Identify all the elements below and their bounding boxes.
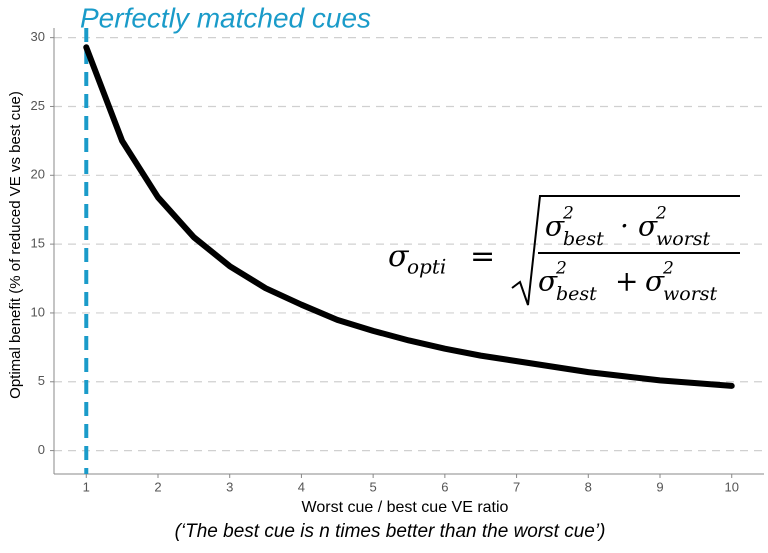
formula-sigma: σ [645, 265, 665, 298]
x-tick-label: 1 [83, 479, 90, 494]
chart-title: Perfectly matched cues [80, 2, 371, 33]
formula-sigma: σ [538, 265, 558, 298]
formula-sup: 2 [655, 204, 667, 224]
x-tick-label: 5 [370, 479, 377, 494]
x-tick-label: 10 [724, 479, 738, 494]
formula-sub: best [563, 228, 604, 250]
formula-sup: 2 [662, 259, 674, 279]
formula-sigma: σ [545, 210, 565, 243]
formula-sub: worst [656, 228, 711, 250]
y-tick-label: 15 [31, 236, 45, 251]
y-tick-label: 5 [38, 373, 45, 388]
x-tick-label: 9 [656, 479, 663, 494]
y-tick-label: 30 [31, 29, 45, 44]
formula-sup: 2 [562, 204, 574, 224]
formula-sub: opti [407, 255, 446, 279]
formula-equals: = [470, 239, 495, 274]
formula-sub: worst [663, 283, 718, 305]
formula-sigma: σ [388, 239, 410, 274]
x-tick-label: 3 [226, 479, 233, 494]
y-tick-label: 0 [38, 442, 45, 457]
formula-op: + [615, 265, 638, 298]
x-tick-label: 4 [298, 479, 305, 494]
line-series [83, 44, 735, 389]
y-axis-label: Optimal benefit (% of reduced VE vs best… [7, 91, 24, 399]
x-tick-label: 8 [585, 479, 592, 494]
formula: σ opti = σ 2 best · σ 2 worst σ 2 best +… [388, 195, 740, 306]
formula-sigma: σ [638, 210, 658, 243]
y-tick-label: 25 [31, 98, 45, 113]
x-tick-label: 7 [513, 479, 520, 494]
x-tick-label: 2 [154, 479, 161, 494]
x-axis-label: Worst cue / best cue VE ratio [302, 499, 509, 516]
y-tick-label: 10 [31, 304, 45, 319]
formula-sup: 2 [555, 259, 567, 279]
y-tick-label: 20 [31, 167, 45, 182]
formula-sub: best [556, 283, 597, 305]
x-tick-label: 6 [441, 479, 448, 494]
formula-op: · [620, 210, 629, 243]
caption: (‘The best cue is n times better than th… [175, 521, 606, 542]
sqrt-sign [511, 195, 740, 306]
